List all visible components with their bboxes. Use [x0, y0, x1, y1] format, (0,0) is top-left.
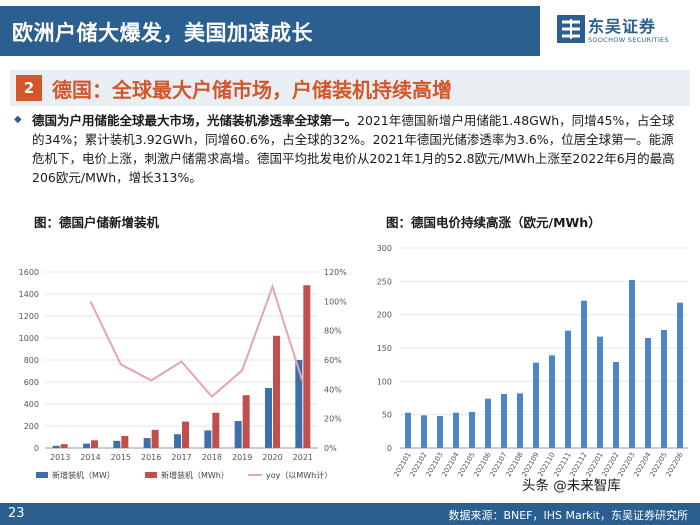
y-axis-tick: 50: [382, 411, 392, 420]
logo-chinese-name: 东吴证券: [588, 17, 657, 36]
bar-mwh: [242, 395, 250, 448]
bar-mwh: [60, 444, 68, 448]
right-axis-tick: 100%: [324, 297, 347, 306]
diamond-bullet-icon: ◆: [14, 114, 22, 125]
price-bar: [437, 416, 443, 448]
x-axis-tick: 2020: [262, 453, 282, 462]
price-chart: 0501001502002503002021012021022021032021…: [377, 244, 688, 478]
brand-logo: 东吴证券 SOOCHOW SECURITIES: [556, 12, 696, 52]
slide-footer: 23 数据来源：BNEF，IHS Markit，东吴证券研究所: [0, 503, 700, 525]
price-bar: [517, 393, 523, 448]
bar-mw: [295, 360, 303, 448]
left-axis-tick: 600: [24, 378, 39, 387]
right-axis-tick: 40%: [324, 385, 342, 394]
price-bar: [405, 412, 411, 448]
price-bar: [533, 362, 539, 448]
bar-mw: [204, 430, 212, 448]
bar-mwh: [303, 285, 311, 448]
x-axis-tick: 2017: [171, 453, 191, 462]
price-bar: [469, 412, 475, 448]
installations-chart: 0 200 400 600 800 1000 1200 1400 1600 0% 20% 40% 60%…: [19, 268, 348, 480]
bar-mw: [234, 421, 242, 448]
price-bar: [597, 336, 603, 448]
page-number: 23: [8, 506, 25, 521]
price-bar: [485, 398, 491, 448]
y-axis-tick: 150: [377, 344, 392, 353]
logo-english-name: SOOCHOW SECURITIES: [588, 36, 669, 44]
x-axis-tick: 2013: [50, 453, 70, 462]
y-axis-tick: 100: [377, 377, 392, 386]
section-heading: 2 德国：全球最大户储市场，户储装机持续高增: [10, 70, 690, 106]
summary-paragraph: 德国为户用储能全球最大市场，光储装机渗透率全球第一。2021年德国新增户用储能1…: [32, 111, 682, 187]
left-axis-tick: 0: [34, 444, 39, 453]
bar-mwh: [182, 421, 189, 448]
section-number: 2: [16, 75, 42, 101]
data-source: 数据来源：BNEF，IHS Markit，东吴证券研究所: [448, 509, 688, 522]
price-bar: [581, 300, 587, 448]
summary-lead: 德国为户用储能全球最大市场，光储装机渗透率全球第一。: [32, 113, 358, 128]
left-axis-tick: 1600: [19, 268, 39, 277]
bar-mw: [143, 438, 151, 448]
left-axis-tick: 800: [24, 356, 39, 365]
right-axis-tick: 120%: [324, 268, 347, 277]
left-axis-tick: 1400: [19, 290, 39, 299]
x-axis-tick: 2016: [141, 453, 161, 462]
legend-swatch-mwh: [145, 472, 157, 478]
x-axis-tick: 2014: [80, 453, 100, 462]
x-axis-tick: 2019: [232, 453, 252, 462]
price-bar: [661, 330, 667, 448]
price-bar: [453, 412, 459, 448]
price-bar: [645, 338, 651, 448]
right-axis-tick: 80%: [324, 327, 342, 336]
bar-mwh: [212, 412, 220, 448]
price-bar: [501, 394, 507, 448]
y-axis-tick: 0: [387, 444, 392, 453]
bar-mwh: [151, 429, 159, 448]
right-chart-title: 图：德国电价持续高涨（欧元/MWh）: [386, 215, 601, 230]
section-title: 德国：全球最大户储市场，户储装机持续高增: [52, 78, 452, 102]
x-axis-tick: 2015: [111, 453, 131, 462]
title-bar: 欧洲户储大爆发，美国加速成长: [0, 6, 540, 56]
y-axis-tick: 250: [377, 277, 392, 286]
price-bar: [549, 355, 555, 448]
price-bar: [677, 302, 683, 448]
left-axis-tick: 1200: [19, 312, 39, 321]
bar-mw: [113, 440, 121, 448]
left-chart-title: 图：德国户储新增装机: [34, 215, 160, 230]
bar-mwh: [121, 435, 129, 448]
watermark: 头条 @未来智库: [522, 478, 621, 494]
price-bar: [629, 280, 635, 448]
left-axis-tick: 1000: [19, 334, 39, 343]
y-axis-tick: 200: [377, 311, 392, 320]
price-bar: [613, 362, 619, 448]
slide-header: 欧洲户储大爆发，美国加速成长 东吴证券 SOOCHOW SECURITIES: [0, 0, 700, 62]
right-axis-tick: 20%: [324, 415, 342, 424]
left-axis-tick: 200: [24, 422, 39, 431]
legend-label-yoy: yoy（以MWh计）: [266, 470, 332, 480]
bar-mwh: [91, 440, 98, 448]
price-bar: [565, 330, 571, 448]
bar-mwh: [273, 335, 280, 448]
bar-mw: [83, 443, 90, 448]
yoy-line: [89, 283, 304, 399]
left-axis-tick: 400: [24, 400, 39, 409]
right-axis-tick: 0%: [324, 444, 337, 453]
bar-mw: [265, 388, 272, 448]
right-axis-tick: 60%: [324, 356, 342, 365]
summary-body: 2021年德国新增户用储能1.48GWh，同增45%，占全球的34%；累计装机3…: [32, 113, 675, 185]
legend-label-mw: 新增装机（MW）: [52, 470, 115, 480]
price-bar: [421, 415, 427, 448]
x-axis-tick: 2021: [293, 453, 313, 462]
logo-mark-icon: [557, 15, 585, 43]
legend-label-mwh: 新增装机（MWh）: [161, 470, 229, 480]
x-axis-tick: 2018: [202, 453, 222, 462]
bar-mw: [174, 434, 181, 448]
y-axis-tick: 300: [377, 244, 392, 253]
legend-swatch-mw: [36, 472, 48, 478]
bar-mw: [52, 445, 60, 448]
slide-title: 欧洲户储大爆发，美国加速成长: [12, 21, 313, 45]
